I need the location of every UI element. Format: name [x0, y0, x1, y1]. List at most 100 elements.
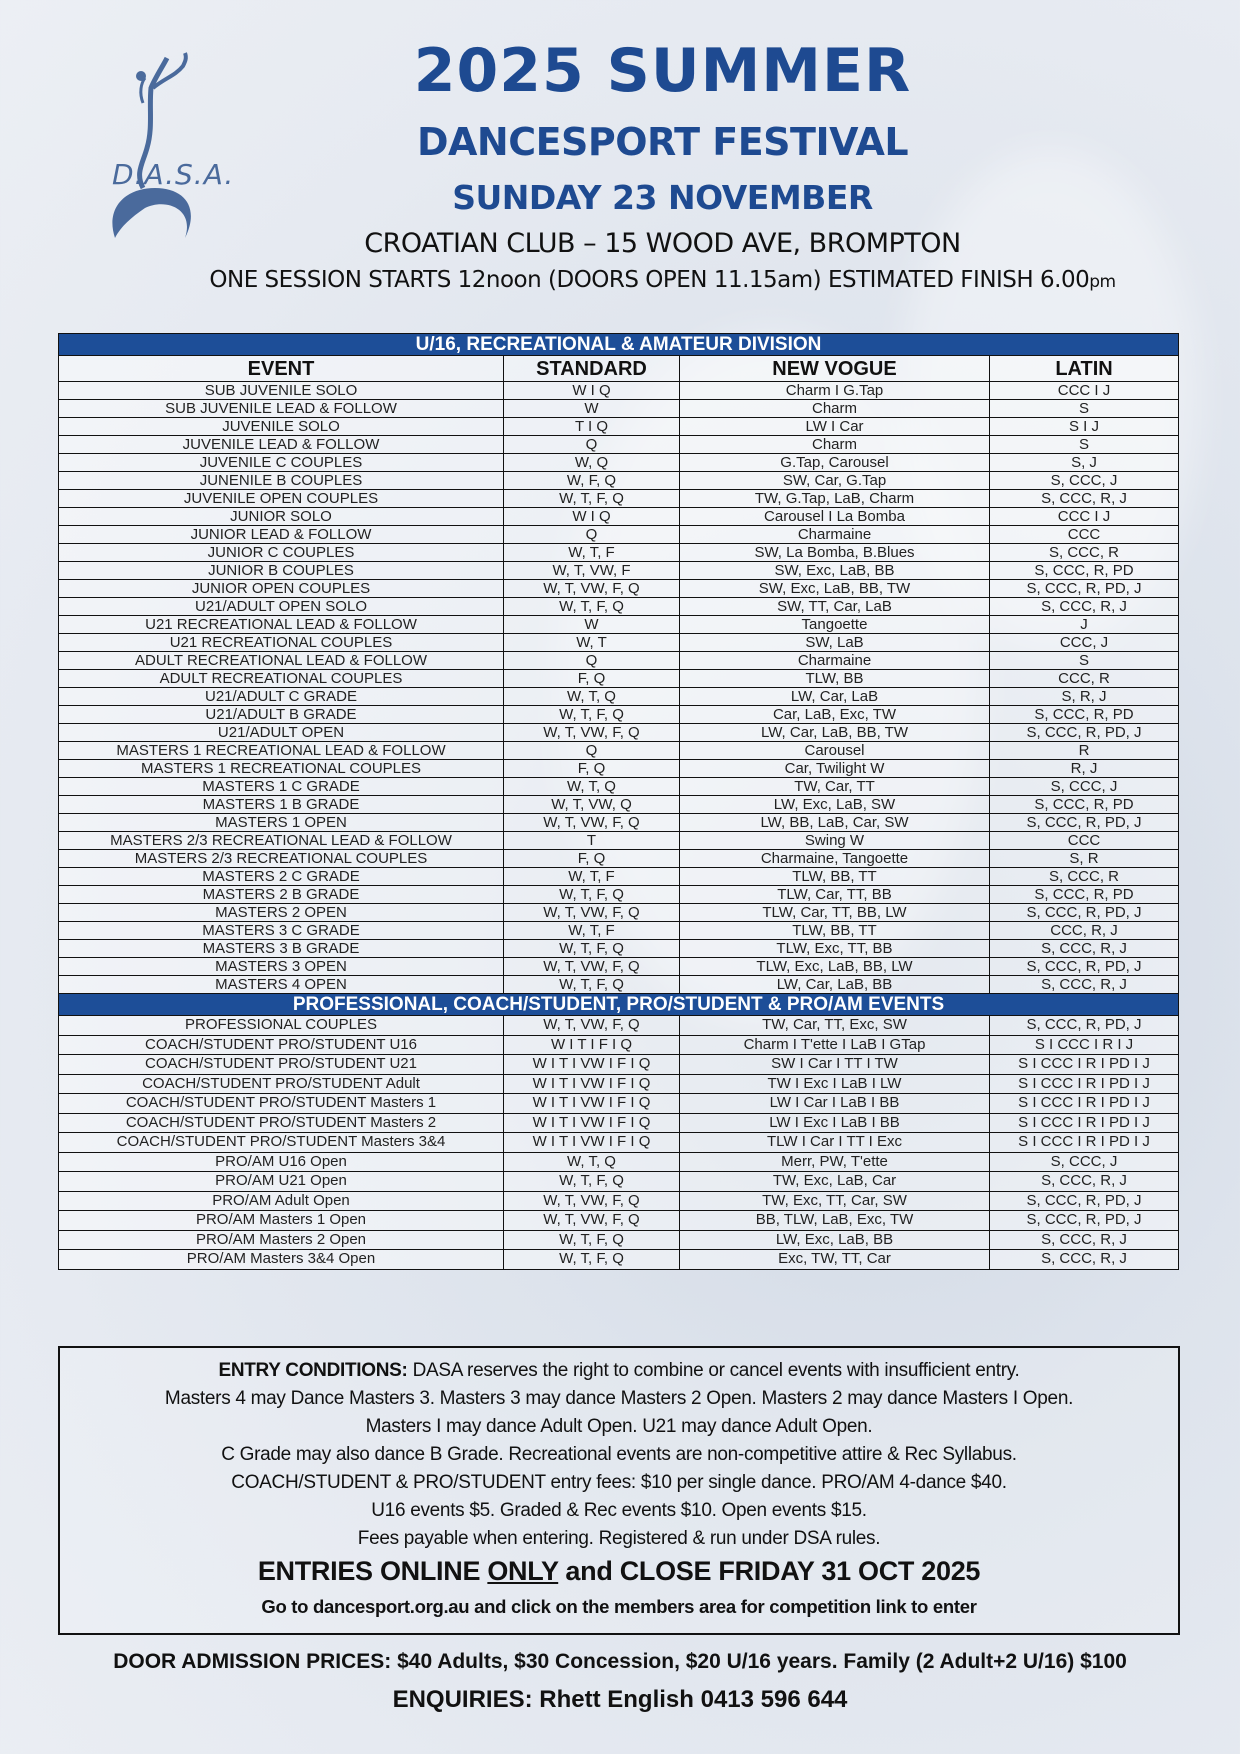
door-admission-prices: DOOR ADMISSION PRICES: $40 Adults, $30 C…	[113, 1650, 1127, 1673]
cell-standard: W, T, VW, Q	[503, 795, 680, 814]
table-row: MASTERS 4 OPEN W, T, F, Q LW, Car, LaB, BB…	[58, 975, 1180, 994]
cell-latin: S, CCC, R, J	[988, 597, 1180, 616]
cell-latin: S, CCC, R, PD, J	[988, 903, 1180, 922]
table-row: JUNIOR OPEN COUPLES W, T, VW, F, Q SW, Exc…	[58, 579, 1180, 598]
cell-new-vogue: Carousel I La Bomba	[679, 507, 990, 526]
cell-latin: R	[988, 741, 1180, 760]
close-post: and CLOSE FRIDAY 31 OCT 2025	[558, 1556, 981, 1586]
cell-standard: W I T I VW I F I Q	[503, 1093, 680, 1114]
cell-standard: Q	[503, 435, 680, 454]
enquiries-contact: ENQUIRIES: Rhett English 0413 596 644	[392, 1686, 848, 1713]
cell-event: ADULT RECREATIONAL COUPLES	[58, 669, 504, 688]
cell-new-vogue: TLW, BB, TT	[679, 867, 990, 886]
entry-conditions-box: ENTRY CONDITIONS: DASA reserves the righ…	[58, 1346, 1180, 1635]
cell-standard: W, T, F	[503, 867, 680, 886]
cell-standard: W, T, VW, F, Q	[503, 723, 680, 742]
cell-latin: S, R	[988, 849, 1180, 868]
cell-event: JUVENILE LEAD & FOLLOW	[58, 435, 504, 454]
cell-standard: W, T, F, Q	[503, 489, 680, 508]
cell-standard: W, T, VW, F, Q	[503, 1190, 680, 1211]
table-row: PRO/AM Adult Open W, T, VW, F, Q TW, Exc, …	[58, 1190, 1180, 1211]
session-suffix: pm	[1089, 272, 1116, 292]
cell-standard: W, T, F, Q	[503, 597, 680, 616]
cell-event: PRO/AM Masters 1 Open	[58, 1210, 504, 1231]
column-header-latin: LATIN	[988, 355, 1180, 382]
cell-event: PRO/AM Masters 2 Open	[58, 1229, 504, 1250]
cell-standard: W, F, Q	[503, 471, 680, 490]
cell-latin: S, CCC, J	[988, 471, 1180, 490]
cell-event: PRO/AM Masters 3&4 Open	[58, 1249, 504, 1270]
cell-new-vogue: Car, LaB, Exc, TW	[679, 705, 990, 724]
cell-latin: S, CCC, R, PD, J	[988, 957, 1180, 976]
cell-standard: W, T	[503, 633, 680, 652]
cell-standard: Q	[503, 651, 680, 670]
table-row: JUNENILE B COUPLES W, F, Q SW, Car, G.Tap S…	[58, 471, 1180, 490]
event-venue: CROATIAN CLUB – 15 WOOD AVE, BROMPTON	[364, 228, 961, 259]
cell-standard: W, T, VW, F, Q	[503, 579, 680, 598]
table-row: U21/ADULT B GRADE W, T, F, Q Car, LaB, Exc…	[58, 705, 1180, 724]
cell-standard: W	[503, 615, 680, 634]
table-row: SUB JUVENILE LEAD & FOLLOW W Charm S	[58, 399, 1180, 418]
table-row: JUNIOR SOLO W I Q Carousel I La Bomba CCC I…	[58, 507, 1180, 526]
cell-latin: S, CCC, R, PD, J	[988, 723, 1180, 742]
cell-latin: S, CCC, R, J	[988, 1229, 1180, 1250]
cell-event: MASTERS 1 RECREATIONAL COUPLES	[58, 759, 504, 778]
cell-event: COACH/STUDENT PRO/STUDENT Masters 1	[58, 1093, 504, 1114]
cell-latin: S I CCC I R I PD I J	[988, 1054, 1180, 1075]
table-row: JUVENILE SOLO T I Q LW I Car S I J	[58, 417, 1180, 436]
table-row: ADULT RECREATIONAL COUPLES F, Q TLW, BB CCC…	[58, 669, 1180, 688]
cell-new-vogue: Charmaine	[679, 525, 990, 544]
table-row: PRO/AM Masters 3&4 Open W, T, F, Q Exc, TW…	[58, 1249, 1180, 1270]
cell-event: JUNIOR B COUPLES	[58, 561, 504, 580]
cell-event: MASTERS 2 OPEN	[58, 903, 504, 922]
cell-standard: W	[503, 399, 680, 418]
cell-event: MASTERS 3 OPEN	[58, 957, 504, 976]
cell-standard: W, T, VW, F, Q	[503, 1210, 680, 1231]
cell-event: MASTERS 2 C GRADE	[58, 867, 504, 886]
cell-new-vogue: TLW, BB, TT	[679, 921, 990, 940]
table-row: MASTERS 3 OPEN W, T, VW, F, Q TLW, Exc, La…	[58, 957, 1180, 976]
table-row: MASTERS 2 B GRADE W, T, F, Q TLW, Car, TT,…	[58, 885, 1180, 904]
cell-new-vogue: SW, La Bomba, B.Blues	[679, 543, 990, 562]
cell-event: JUNENILE B COUPLES	[58, 471, 504, 490]
cell-standard: W I T I VW I F I Q	[503, 1112, 680, 1133]
session-text: ONE SESSION STARTS 12noon (DOORS OPEN 11…	[209, 267, 1090, 293]
event-subtitle: DANCESPORT FESTIVAL	[416, 120, 909, 164]
cell-latin: S I CCC I R I J	[988, 1034, 1180, 1055]
cell-latin: S I CCC I R I PD I J	[988, 1093, 1180, 1114]
cell-event: MASTERS 1 C GRADE	[58, 777, 504, 796]
table-row: COACH/STUDENT PRO/STUDENT U21 W I T I VW …	[58, 1054, 1180, 1075]
cell-standard: T	[503, 831, 680, 850]
cell-latin: J	[988, 615, 1180, 634]
cell-event: ADULT RECREATIONAL LEAD & FOLLOW	[58, 651, 504, 670]
conditions-line-2: Masters I may dance Adult Open. U21 may …	[365, 1416, 873, 1437]
cell-new-vogue: LW, Car, LaB	[679, 687, 990, 706]
cell-new-vogue: LW I Exc I LaB I BB	[679, 1112, 990, 1133]
cell-new-vogue: TW, Car, TT	[679, 777, 990, 796]
cell-new-vogue: LW, Car, LaB, BB	[679, 975, 990, 994]
table-row: MASTERS 1 RECREATIONAL LEAD & FOLLOW Q Car…	[58, 741, 1180, 760]
cell-standard: W, T, Q	[503, 1151, 680, 1172]
conditions-line-6: Fees payable when entering. Registered &…	[357, 1528, 881, 1549]
cell-new-vogue: TLW, Car, TT, BB, LW	[679, 903, 990, 922]
cell-event: U21 RECREATIONAL COUPLES	[58, 633, 504, 652]
cell-new-vogue: TW, Exc, TT, Car, SW	[679, 1190, 990, 1211]
cell-event: JUNIOR SOLO	[58, 507, 504, 526]
table-row: MASTERS 2 C GRADE W, T, F TLW, BB, TT S, CC…	[58, 867, 1180, 886]
cell-new-vogue: TLW, Car, TT, BB	[679, 885, 990, 904]
cell-standard: W, T, F, Q	[503, 1249, 680, 1270]
cell-latin: S, CCC, R, PD, J	[988, 1015, 1180, 1036]
cell-event: JUVENILE C COUPLES	[58, 453, 504, 472]
cell-new-vogue: TW, G.Tap, LaB, Charm	[679, 489, 990, 508]
cell-latin: S, CCC, R, PD, J	[988, 813, 1180, 832]
conditions-line-3: C Grade may also dance B Grade. Recreati…	[221, 1444, 1017, 1465]
cell-latin: CCC	[988, 831, 1180, 850]
cell-standard: W, T, F, Q	[503, 975, 680, 994]
cell-standard: W, T, F, Q	[503, 705, 680, 724]
table-row: MASTERS 1 RECREATIONAL COUPLES F, Q Car, T…	[58, 759, 1180, 778]
cell-new-vogue: LW, Car, LaB, BB, TW	[679, 723, 990, 742]
cell-standard: F, Q	[503, 669, 680, 688]
cell-event: JUVENILE OPEN COUPLES	[58, 489, 504, 508]
